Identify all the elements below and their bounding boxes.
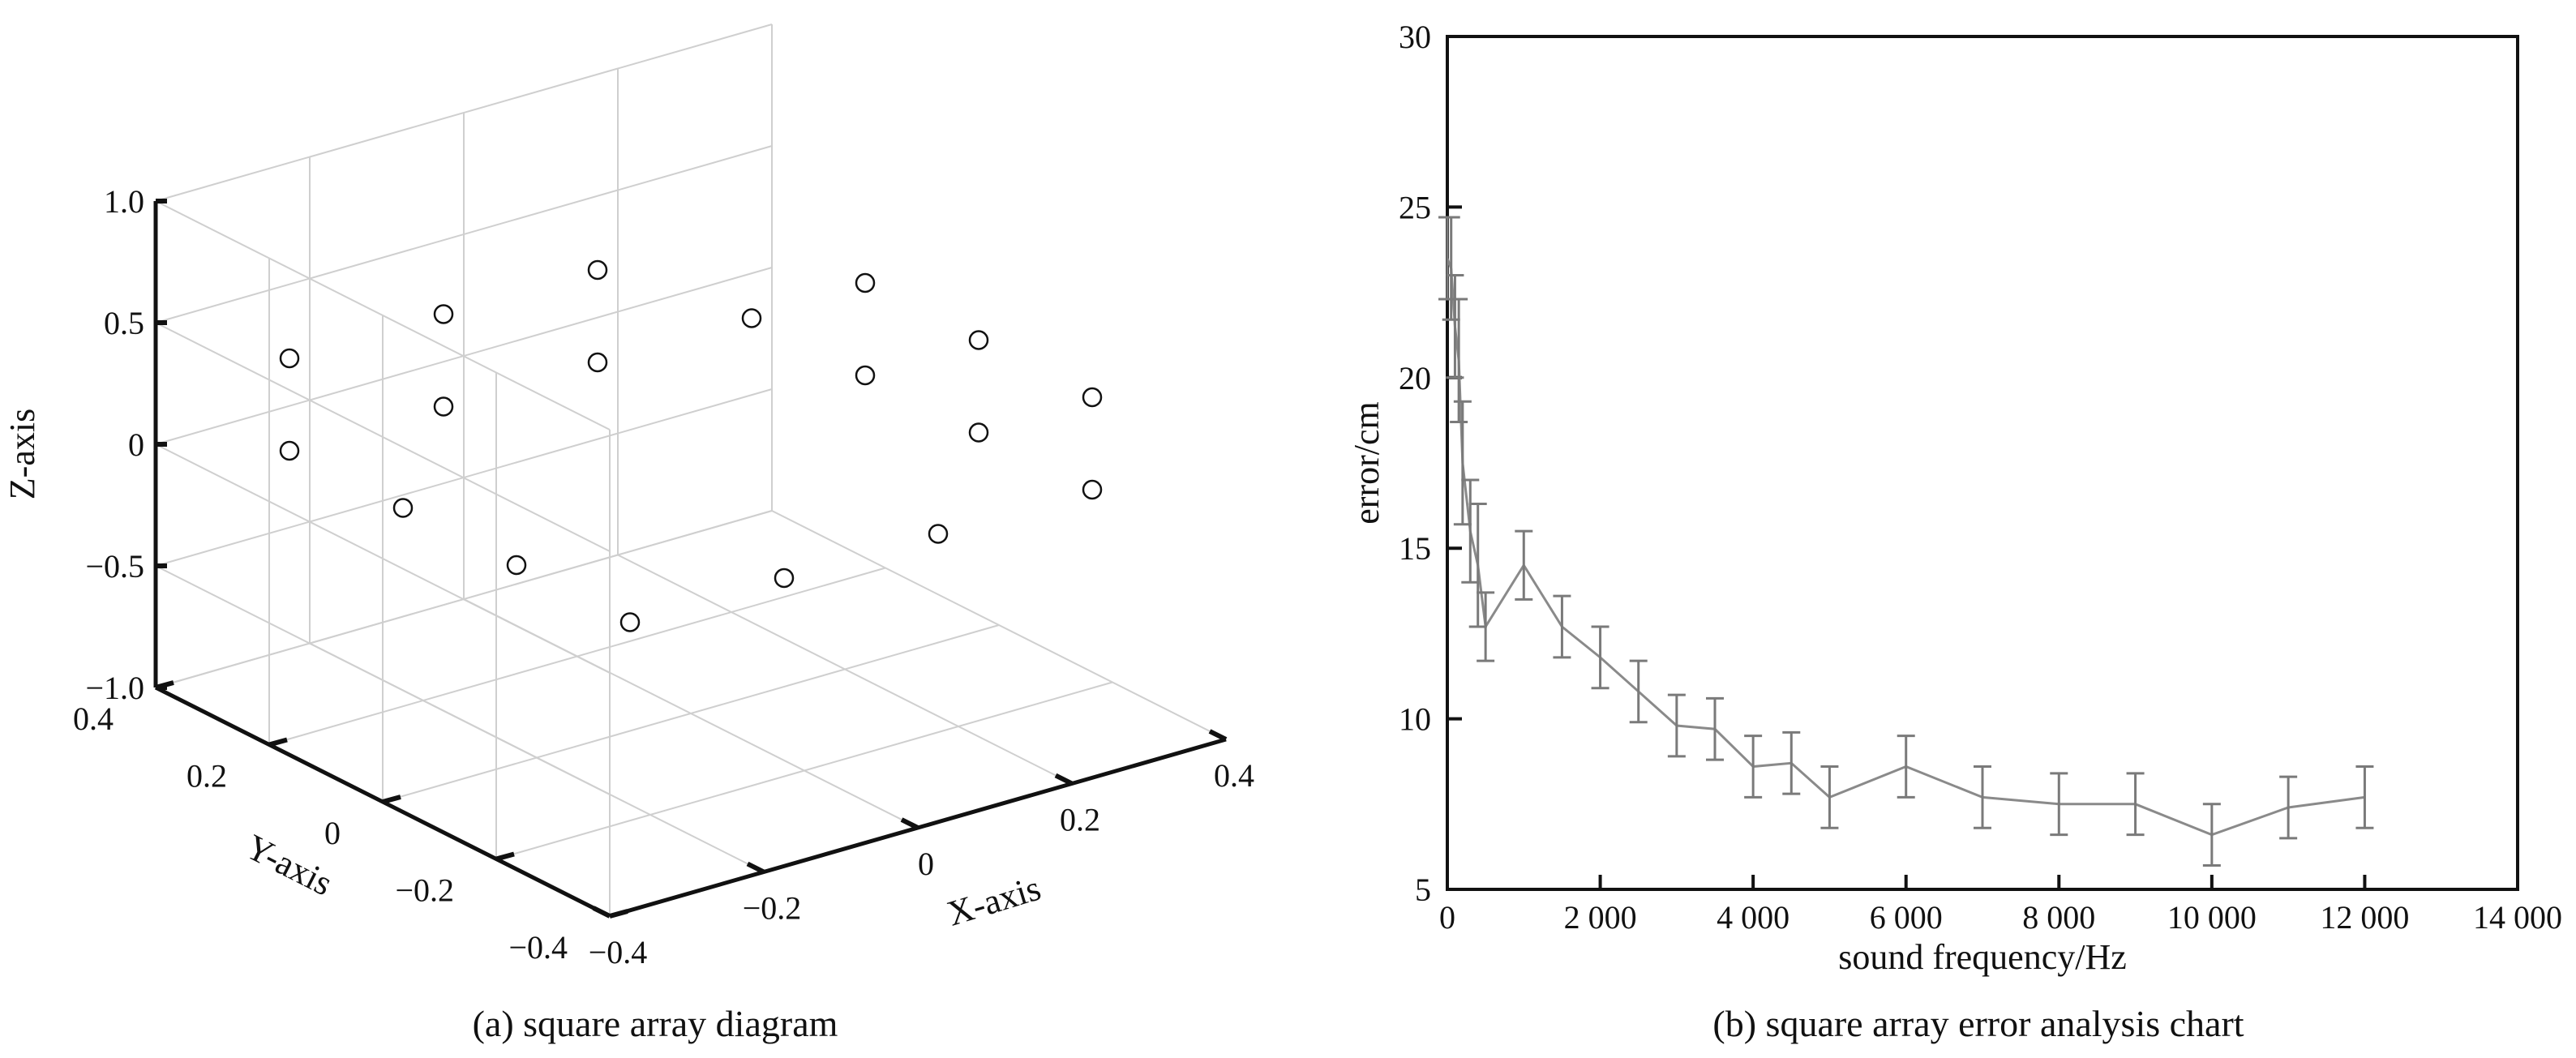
array-point-marker xyxy=(587,352,608,373)
y-tick-mark xyxy=(268,737,288,747)
array-point-marker xyxy=(279,348,300,369)
y-tick-label: 15 xyxy=(1399,530,1431,567)
y-tick-label: 0 xyxy=(324,815,341,851)
error-analysis-plot: 0 2 000 4 000 6 000 8 000 10 000 12 000 14 000 5… xyxy=(1347,19,2562,977)
floor-gridline xyxy=(495,681,1113,860)
z-tick-label: 0 xyxy=(128,426,144,463)
x-axis-label: sound frequency/Hz xyxy=(1838,937,2127,977)
x-tick-label: 6 000 xyxy=(1870,899,1943,936)
array-point-marker xyxy=(433,304,454,324)
x-tick-label: 0.2 xyxy=(1060,802,1100,838)
array-point-marker xyxy=(392,498,414,518)
array-point-marker xyxy=(741,308,762,328)
y-tick-label: 30 xyxy=(1399,19,1431,55)
z-tick-label: 0.5 xyxy=(104,305,144,341)
x-tick-label: 14 000 xyxy=(2473,899,2562,936)
z-axis-label: Z-axis xyxy=(2,409,42,499)
floor-gridline xyxy=(382,624,1000,803)
wall-gridline xyxy=(155,565,611,795)
y-tick-mark xyxy=(382,795,401,804)
x-tick-label: −0.2 xyxy=(743,890,802,927)
wall-gridline xyxy=(155,322,611,552)
x-tick-mark xyxy=(1054,773,1074,786)
y-tick-label: 20 xyxy=(1399,360,1431,396)
x-tick-mark xyxy=(1208,729,1228,742)
wall-gridline xyxy=(155,200,611,430)
array-point-marker xyxy=(968,330,989,350)
array-point-marker xyxy=(619,612,641,632)
wall-gridline xyxy=(155,510,773,688)
array-point-marker xyxy=(928,524,949,544)
x-tick-label: 0.4 xyxy=(1214,757,1254,794)
array-point-marker xyxy=(855,272,876,293)
array-point-marker xyxy=(1082,387,1103,408)
y-tick-label: −0.4 xyxy=(508,929,568,966)
array-point-marker xyxy=(855,365,876,386)
x-tick-label: 8 000 xyxy=(2022,899,2095,936)
x-tick-label: −0.4 xyxy=(589,934,648,970)
y-tick-label: 0.4 xyxy=(73,700,114,737)
array-point-marker xyxy=(433,396,454,417)
y-tick-label: 10 xyxy=(1399,701,1431,738)
caption-a: (a) square array diagram xyxy=(473,1003,838,1044)
caption-b: (b) square array error analysis chart xyxy=(1712,1003,2244,1044)
x-tick-label: 12 000 xyxy=(2320,899,2409,936)
y-tick-label: −0.2 xyxy=(395,872,454,909)
z-tick-label: −1.0 xyxy=(85,670,144,706)
y-axis-label: error/cm xyxy=(1347,401,1387,524)
y-tick-label: 25 xyxy=(1399,189,1431,225)
x-tick-label: 0 xyxy=(1439,899,1455,936)
y-tick-label: 5 xyxy=(1415,872,1431,908)
z-tick-label: −0.5 xyxy=(85,548,144,585)
wall-gridline xyxy=(155,24,773,202)
z-tick-label: 1.0 xyxy=(104,183,144,220)
wall-gridline xyxy=(155,145,773,323)
wall-gridline xyxy=(155,443,611,674)
x-tick-mark xyxy=(900,817,919,830)
y-tick-mark xyxy=(609,909,628,919)
wall-gridline xyxy=(155,388,773,567)
x-tick-mark xyxy=(746,861,765,875)
array-point-marker xyxy=(1082,479,1103,500)
y-tick-label: 0.2 xyxy=(186,758,227,795)
array-point-marker xyxy=(774,568,795,589)
array-point-marker xyxy=(968,422,989,443)
array-point-marker xyxy=(279,440,300,461)
x-tick-label: 2 000 xyxy=(1564,899,1637,936)
x-tick-label: 4 000 xyxy=(1717,899,1789,936)
x-tick-label: 10 000 xyxy=(2167,899,2257,936)
wall-gridline xyxy=(155,267,773,445)
square-array-3d-plot: −0.4−0.200.20.4−0.4−0.200.20.4−1.0−0.500… xyxy=(2,24,1254,970)
array-point-marker xyxy=(587,259,608,281)
array-point-marker xyxy=(506,555,527,576)
y-tick-mark xyxy=(495,851,515,862)
x-tick-label: 0 xyxy=(918,846,934,882)
plot-frame xyxy=(1446,35,2519,891)
x-tick-mark xyxy=(592,906,611,919)
x-axis-label: X-axis xyxy=(943,868,1046,934)
